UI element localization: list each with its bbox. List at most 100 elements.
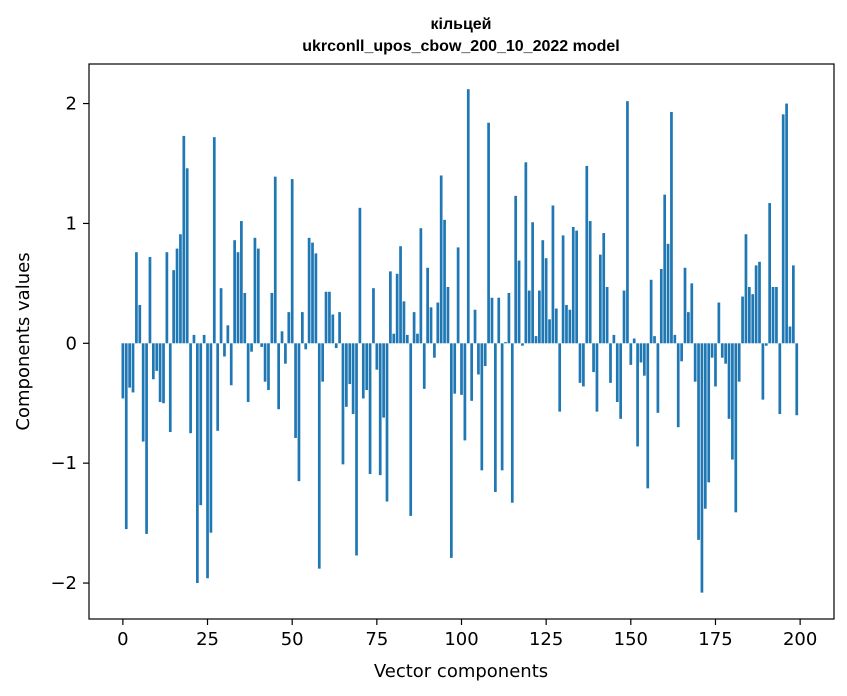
bar: [412, 312, 416, 344]
bar: [703, 343, 707, 509]
bar: [483, 343, 487, 367]
bar: [324, 291, 328, 344]
bar: [619, 343, 623, 419]
bar: [138, 304, 142, 344]
bar: [392, 333, 396, 344]
bar: [311, 242, 314, 344]
bar: [185, 168, 189, 344]
bar: [426, 267, 429, 344]
bar: [470, 343, 474, 401]
bar: [141, 343, 145, 442]
bar: [683, 267, 687, 344]
chart-title: кільцей: [430, 16, 491, 33]
bar: [717, 302, 721, 344]
bar: [351, 343, 355, 415]
bar: [260, 343, 264, 347]
bar: [663, 194, 667, 344]
bar: [554, 308, 558, 344]
bar: [575, 230, 578, 344]
bar: [666, 243, 670, 344]
bar: [267, 343, 270, 391]
bar: [548, 319, 551, 344]
bar: [372, 288, 375, 344]
bar: [612, 334, 616, 344]
bar: [632, 338, 636, 344]
bar: [656, 343, 660, 413]
chart-subtitle: ukrconll_upos_cbow_200_10_2022 model: [302, 38, 619, 55]
bar: [314, 253, 318, 344]
bar: [754, 265, 758, 344]
x-tick-label: 50: [281, 629, 304, 650]
bar: [517, 260, 521, 344]
x-tick-label: 175: [698, 629, 732, 650]
bar: [436, 302, 440, 344]
bar: [317, 343, 321, 569]
bar: [256, 248, 260, 344]
bar: [446, 286, 450, 344]
y-tick-label: 1: [66, 213, 77, 234]
bar: [690, 283, 694, 344]
bar: [236, 252, 240, 344]
x-tick-label: 25: [196, 629, 219, 650]
bar: [636, 343, 639, 447]
bar: [687, 312, 690, 344]
bar: [477, 343, 480, 375]
bar: [646, 343, 650, 489]
bar: [531, 222, 534, 344]
bar: [341, 343, 345, 465]
bar: [209, 343, 213, 533]
bar: [168, 343, 172, 432]
bar: [199, 343, 203, 506]
bar: [277, 343, 280, 410]
bar: [429, 307, 433, 344]
bar: [578, 343, 582, 383]
bar: [551, 205, 555, 344]
bar: [165, 252, 169, 344]
bar: [124, 343, 128, 530]
bar: [744, 234, 748, 344]
bar: [284, 343, 287, 364]
bar: [527, 290, 531, 344]
bar: [263, 343, 267, 382]
bar: [449, 343, 453, 558]
bar: [172, 270, 176, 344]
bar: [365, 343, 369, 391]
bar: [253, 237, 257, 344]
bar: [710, 343, 714, 358]
bar: [514, 195, 518, 344]
bar: [338, 312, 341, 344]
x-axis-label: Vector components: [374, 661, 548, 682]
bar: [785, 103, 788, 344]
bar: [538, 290, 541, 344]
bar: [321, 343, 325, 382]
bar: [751, 294, 755, 344]
bar: [792, 265, 795, 344]
bar: [409, 343, 413, 516]
y-tick-label: 0: [66, 333, 77, 354]
bar: [494, 343, 497, 492]
bar: [135, 252, 138, 344]
bar: [389, 271, 392, 344]
bar: [693, 343, 697, 382]
bar: [206, 343, 209, 579]
bar: [490, 297, 494, 344]
bar: [707, 343, 711, 483]
bar: [460, 343, 463, 395]
bar: [592, 343, 595, 373]
bar: [510, 343, 514, 503]
bar: [155, 343, 159, 371]
bar: [226, 325, 230, 344]
bar: [300, 312, 304, 344]
bar: [653, 336, 656, 344]
bar: [358, 207, 362, 344]
bar: [629, 343, 633, 365]
bar: [229, 343, 233, 386]
bar: [439, 175, 443, 344]
bar: [541, 240, 545, 344]
bar: [223, 343, 226, 357]
bar: [615, 343, 619, 403]
bar: [158, 343, 162, 403]
x-tick-label: 0: [117, 629, 128, 650]
bar: [216, 343, 220, 431]
